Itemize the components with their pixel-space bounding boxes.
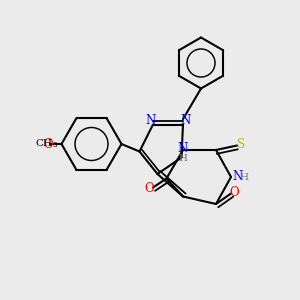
Text: CH$_3$: CH$_3$ — [35, 138, 58, 150]
Text: N: N — [180, 114, 190, 128]
Text: S: S — [237, 137, 246, 151]
Text: N: N — [232, 170, 243, 184]
Text: N: N — [146, 114, 156, 128]
Text: O: O — [43, 137, 53, 151]
Text: O: O — [230, 185, 239, 199]
Text: H: H — [239, 172, 248, 182]
Text: O: O — [145, 182, 154, 196]
Text: H: H — [178, 154, 187, 163]
Text: N: N — [178, 142, 188, 155]
